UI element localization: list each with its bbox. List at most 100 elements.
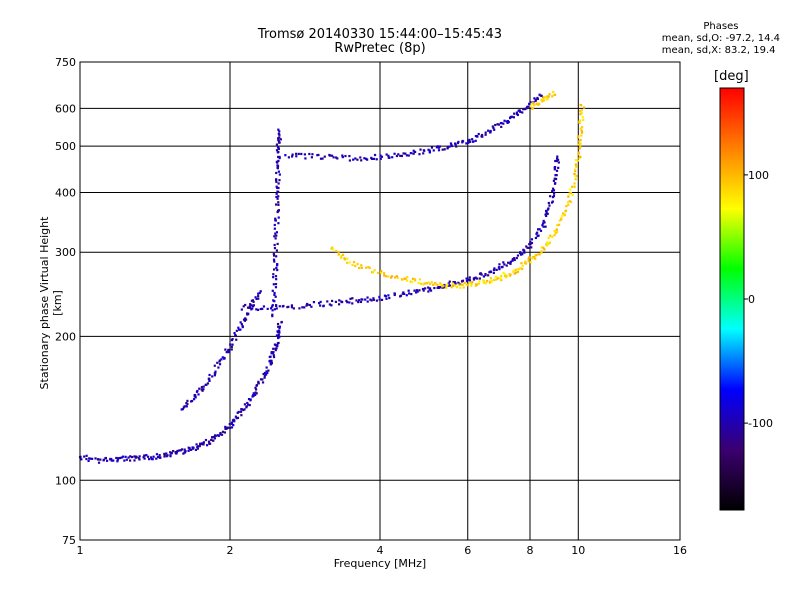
data-point xyxy=(523,251,526,254)
data-point xyxy=(135,455,138,459)
data-point xyxy=(127,456,130,459)
data-point xyxy=(503,274,507,278)
data-point xyxy=(277,182,280,185)
data-point xyxy=(275,180,278,183)
data-point xyxy=(262,372,265,376)
data-point xyxy=(272,258,276,261)
data-point xyxy=(277,201,280,204)
data-point xyxy=(261,381,265,384)
data-point xyxy=(418,278,422,281)
data-point xyxy=(556,155,559,158)
data-point xyxy=(432,149,435,152)
data-point xyxy=(330,304,333,307)
data-point xyxy=(545,98,548,101)
data-point xyxy=(560,217,563,220)
gridlines xyxy=(80,62,680,540)
data-point xyxy=(495,268,498,271)
data-point xyxy=(554,174,557,177)
data-point xyxy=(208,373,211,377)
data-point xyxy=(468,138,471,142)
data-point xyxy=(272,347,275,350)
data-point xyxy=(508,273,511,276)
data-point xyxy=(383,274,386,277)
data-point xyxy=(225,427,228,430)
data-point xyxy=(272,355,276,359)
data-point xyxy=(414,291,418,294)
phase-stats: Phases mean, sd,O: -97.2, 14.4 mean, sd,… xyxy=(662,21,780,57)
data-point xyxy=(554,231,557,234)
data-point xyxy=(422,283,425,286)
data-point xyxy=(340,254,343,257)
data-point xyxy=(290,304,294,307)
data-point xyxy=(522,248,525,251)
data-point xyxy=(577,151,580,154)
data-point xyxy=(569,188,572,191)
data-point xyxy=(569,191,573,195)
data-point xyxy=(580,131,584,134)
data-point xyxy=(503,273,506,276)
data-point xyxy=(577,143,580,146)
data-point xyxy=(540,246,543,249)
data-point xyxy=(492,271,495,275)
data-point xyxy=(295,155,298,158)
data-point xyxy=(270,305,274,308)
data-point xyxy=(201,443,204,446)
data-point xyxy=(345,299,348,303)
data-point xyxy=(115,456,118,460)
data-point xyxy=(276,186,279,189)
data-point xyxy=(259,290,262,293)
data-point xyxy=(229,426,232,430)
data-point xyxy=(412,152,415,155)
data-point xyxy=(232,423,235,427)
data-point xyxy=(482,281,485,284)
data-point xyxy=(581,116,584,119)
data-point xyxy=(554,159,557,163)
data-point xyxy=(159,456,162,459)
data-point xyxy=(542,219,545,223)
data-point xyxy=(195,443,198,446)
data-point xyxy=(278,136,281,139)
data-point xyxy=(157,455,160,459)
data-point xyxy=(85,454,88,457)
data-point xyxy=(365,157,368,160)
data-point xyxy=(211,436,214,439)
data-point xyxy=(230,426,234,429)
data-point xyxy=(489,270,492,273)
data-point xyxy=(553,166,557,169)
data-point xyxy=(259,307,262,311)
data-point xyxy=(311,153,314,156)
data-point xyxy=(393,293,396,297)
data-point xyxy=(447,282,450,285)
data-point xyxy=(401,292,404,295)
data-point xyxy=(151,458,154,461)
data-point xyxy=(533,104,536,107)
y-tick-label: 100 xyxy=(55,474,76,487)
data-point xyxy=(448,284,452,287)
data-point xyxy=(99,458,102,461)
data-point xyxy=(510,115,514,118)
data-point xyxy=(364,298,367,301)
data-point xyxy=(230,339,234,342)
data-point xyxy=(200,388,203,391)
data-point xyxy=(266,371,269,374)
data-point xyxy=(453,281,456,284)
data-point xyxy=(544,96,547,99)
data-point xyxy=(428,282,432,286)
data-point xyxy=(579,142,582,145)
data-point xyxy=(158,454,161,457)
data-point xyxy=(234,415,237,418)
data-point xyxy=(543,248,546,251)
data-point xyxy=(541,224,544,227)
data-point xyxy=(155,453,159,456)
data-point xyxy=(275,143,279,146)
data-point xyxy=(576,159,579,162)
data-point xyxy=(249,303,252,306)
data-point xyxy=(335,249,338,253)
data-point xyxy=(375,158,378,161)
data-point xyxy=(265,370,268,373)
data-point xyxy=(450,286,453,289)
data-point xyxy=(427,290,430,293)
data-point xyxy=(494,275,497,278)
data-point xyxy=(529,243,532,246)
data-point xyxy=(165,455,168,458)
